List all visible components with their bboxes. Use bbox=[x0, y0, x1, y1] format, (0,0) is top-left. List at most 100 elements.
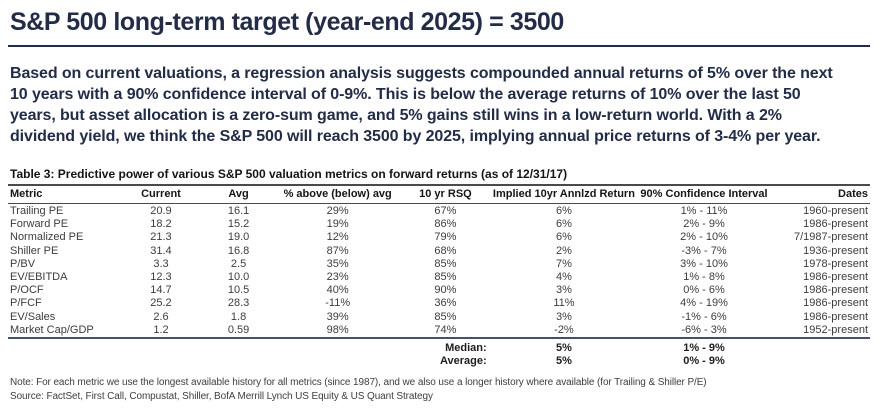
table-row: EV/Sales 2.6 1.8 39% 85% 3% -1% - 6% 1986-prese… bbox=[8, 311, 870, 324]
summary-row: Median: 5% 1% - 9% bbox=[8, 338, 870, 355]
table-cell: 35% bbox=[326, 257, 349, 270]
table-row: EV/EBITDA 12.3 10.0 23% 85% 4% 1% - 8% 1986-pre… bbox=[8, 271, 870, 284]
summary-cell bbox=[202, 338, 275, 355]
table-cell: 85% bbox=[434, 310, 457, 323]
table-row: P/BV 3.3 2.5 35% 85% 7% 3% - 10% 1978-present bbox=[8, 258, 870, 271]
table-caption: Table 3: Predictive power of various S&P… bbox=[10, 167, 568, 181]
table-cell: 4% - 19% bbox=[680, 297, 728, 310]
summary-cell bbox=[771, 338, 870, 355]
table-cell: 28.3 bbox=[227, 297, 250, 310]
table-cell: 0% - 6% bbox=[683, 284, 725, 297]
table-cell: 10.5 bbox=[227, 284, 250, 297]
table-cell: Shiller PE bbox=[10, 244, 59, 257]
summary-cell bbox=[771, 355, 870, 368]
table-cell: 4% bbox=[555, 271, 572, 284]
summary-cell: 5% bbox=[555, 342, 572, 355]
table-cell: 1986-present bbox=[803, 297, 868, 310]
column-header: Current bbox=[120, 184, 202, 204]
summary-cell bbox=[202, 355, 275, 368]
table-cell: 7% bbox=[555, 257, 572, 270]
table-cell: 39% bbox=[326, 310, 349, 323]
table-cell: 1936-present bbox=[803, 244, 868, 257]
summary-cell: 1% - 9% bbox=[683, 342, 725, 355]
table-cell: 1986-present bbox=[803, 271, 868, 284]
table-cell: 12% bbox=[326, 231, 349, 244]
table-body: Trailing PE 20.9 16.1 29% 67% 6% 1% - 11% 1960-… bbox=[8, 204, 870, 340]
table-cell: EV/EBITDA bbox=[10, 271, 68, 284]
table-cell: 74% bbox=[400, 323, 491, 340]
table-cell: 0.59 bbox=[201, 323, 276, 340]
summary-cell bbox=[8, 338, 120, 355]
summary-cell bbox=[275, 355, 400, 368]
table-cell: 3% bbox=[555, 284, 572, 297]
column-header: % above (below) avg bbox=[275, 184, 401, 204]
table-cell: 68% bbox=[434, 244, 457, 257]
source-line: Source: FactSet, First Call, Compustat, … bbox=[10, 391, 433, 403]
table-cell: 87% bbox=[326, 244, 349, 257]
table-cell: 31.4 bbox=[150, 244, 172, 257]
table-cell: 2% - 10% bbox=[680, 231, 728, 244]
table-row: P/FCF 25.2 28.3 -11% 36% 11% 4% - 19% 1986-pres… bbox=[8, 297, 870, 310]
table-cell: 79% bbox=[434, 231, 457, 244]
table-cell: 7/1987-present bbox=[794, 231, 868, 244]
table-cell: 36% bbox=[434, 297, 457, 310]
summary-cell: 0% - 9% bbox=[683, 355, 725, 368]
table-cell: 1978-present bbox=[803, 257, 868, 270]
table-header-row: Metric Current Avg% above (below) avg 10 yr… bbox=[8, 184, 870, 204]
table-cell: 2.6 bbox=[153, 310, 169, 323]
summary-cell: 5% bbox=[555, 355, 572, 368]
table-cell: P/OCF bbox=[10, 284, 44, 297]
table-cell: 67% bbox=[434, 205, 457, 217]
table-cell: 86% bbox=[434, 218, 457, 231]
table-cell: 2.5 bbox=[230, 257, 247, 270]
table-cell: Trailing PE bbox=[10, 205, 64, 217]
table-cell: 18.2 bbox=[150, 218, 172, 231]
table-cell: 3.3 bbox=[153, 257, 169, 270]
table-cell: 1.2 bbox=[120, 323, 202, 340]
table-cell: 19.0 bbox=[227, 231, 250, 244]
table-cell: P/BV bbox=[10, 257, 36, 270]
table-cell: -2% bbox=[490, 323, 638, 340]
table-cell: 85% bbox=[434, 257, 457, 270]
table-cell: 1952-present bbox=[770, 323, 870, 340]
column-header: Dates bbox=[770, 184, 870, 204]
table-row: Market Cap/GDP 1.2 0.59 98% 74% -2% -6% - 3% 19… bbox=[8, 323, 870, 340]
table-cell: 10.0 bbox=[227, 271, 250, 284]
table-cell: 1.8 bbox=[230, 310, 247, 323]
table-cell: 6% bbox=[555, 231, 572, 244]
column-header: Avg bbox=[201, 184, 276, 204]
table-cell: 12.3 bbox=[150, 271, 172, 284]
table-cell: 11% bbox=[553, 297, 575, 310]
table-cell: 23% bbox=[326, 271, 349, 284]
table-cell: Market Cap/GDP bbox=[8, 323, 121, 340]
column-header: 90% Confidence Interval bbox=[637, 184, 771, 204]
valuation-metrics-table: Metric Current Avg% above (below) avg 10 yr… bbox=[8, 184, 870, 368]
table-cell: 16.8 bbox=[227, 244, 250, 257]
table-cell: 1% - 11% bbox=[680, 205, 728, 217]
table-cell: 19% bbox=[326, 218, 349, 231]
table-cell: 6% bbox=[555, 205, 572, 217]
table-summary: Median: 5% 1% - 9% Average: 5% 0% - 9% bbox=[8, 338, 870, 368]
table-row: Shiller PE 31.4 16.8 87% 68% 2% -3% - 7% 1936-p… bbox=[8, 245, 870, 258]
table-cell: EV/Sales bbox=[10, 310, 56, 323]
table-cell: 3% - 10% bbox=[680, 257, 728, 270]
table-cell: 25.2 bbox=[150, 297, 172, 310]
table-cell: 1986-present bbox=[803, 218, 868, 231]
column-header: Implied 10yr Annlzd Return bbox=[490, 184, 638, 204]
column-header: 10 yr RSQ bbox=[400, 184, 491, 204]
table-cell: 85% bbox=[434, 271, 457, 284]
table-cell: 90% bbox=[434, 284, 457, 297]
table-cell: 16.1 bbox=[227, 205, 250, 217]
table-cell: -3% - 7% bbox=[681, 244, 727, 257]
table-cell: 2% bbox=[555, 244, 572, 257]
table-cell: 98% bbox=[275, 323, 401, 340]
table-cell: 20.9 bbox=[150, 205, 172, 217]
summary-cell bbox=[120, 338, 202, 355]
page-title: S&P 500 long-term target (year-end 2025)… bbox=[8, 6, 870, 47]
table-row: Trailing PE 20.9 16.1 29% 67% 6% 1% - 11% 1960-… bbox=[8, 204, 870, 219]
table-cell: 3% bbox=[555, 310, 572, 323]
table-cell: 29% bbox=[326, 205, 349, 217]
table-header: Metric Current Avg% above (below) avg 10 yr… bbox=[8, 184, 870, 204]
table-cell: -6% - 3% bbox=[637, 323, 771, 340]
table-cell: 15.2 bbox=[227, 218, 250, 231]
